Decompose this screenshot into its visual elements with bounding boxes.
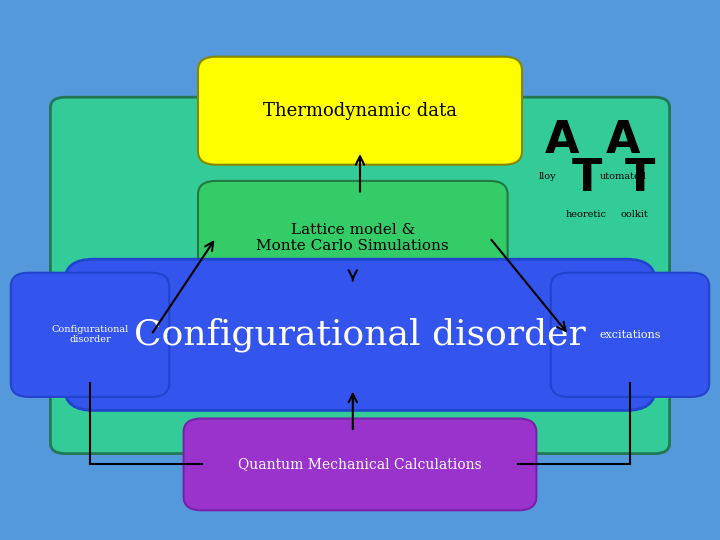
Text: Lattice model &
Monte Carlo Simulations: Lattice model & Monte Carlo Simulations — [256, 222, 449, 253]
FancyBboxPatch shape — [65, 259, 655, 410]
FancyBboxPatch shape — [551, 273, 709, 397]
FancyBboxPatch shape — [184, 418, 536, 510]
FancyBboxPatch shape — [198, 57, 522, 165]
FancyBboxPatch shape — [50, 97, 670, 454]
Text: $\mathbf{T}$: $\mathbf{T}$ — [624, 157, 657, 200]
Text: Thermodynamic data: Thermodynamic data — [263, 102, 457, 120]
Text: $\mathbf{A}$: $\mathbf{A}$ — [605, 119, 641, 162]
Text: excitations: excitations — [599, 330, 661, 340]
Text: Configurational disorder: Configurational disorder — [134, 318, 586, 352]
Text: lloy: lloy — [539, 172, 556, 181]
Text: Quantum Mechanical Calculations: Quantum Mechanical Calculations — [238, 457, 482, 471]
Text: Configurational
disorder: Configurational disorder — [51, 325, 129, 345]
Text: oolkit: oolkit — [621, 210, 649, 219]
FancyBboxPatch shape — [198, 181, 508, 294]
Text: heoretic: heoretic — [565, 210, 606, 219]
Text: utomated: utomated — [600, 172, 647, 181]
FancyBboxPatch shape — [11, 273, 169, 397]
Text: $\mathbf{A}$: $\mathbf{A}$ — [544, 119, 580, 162]
Text: $\mathbf{T}$: $\mathbf{T}$ — [571, 157, 603, 200]
